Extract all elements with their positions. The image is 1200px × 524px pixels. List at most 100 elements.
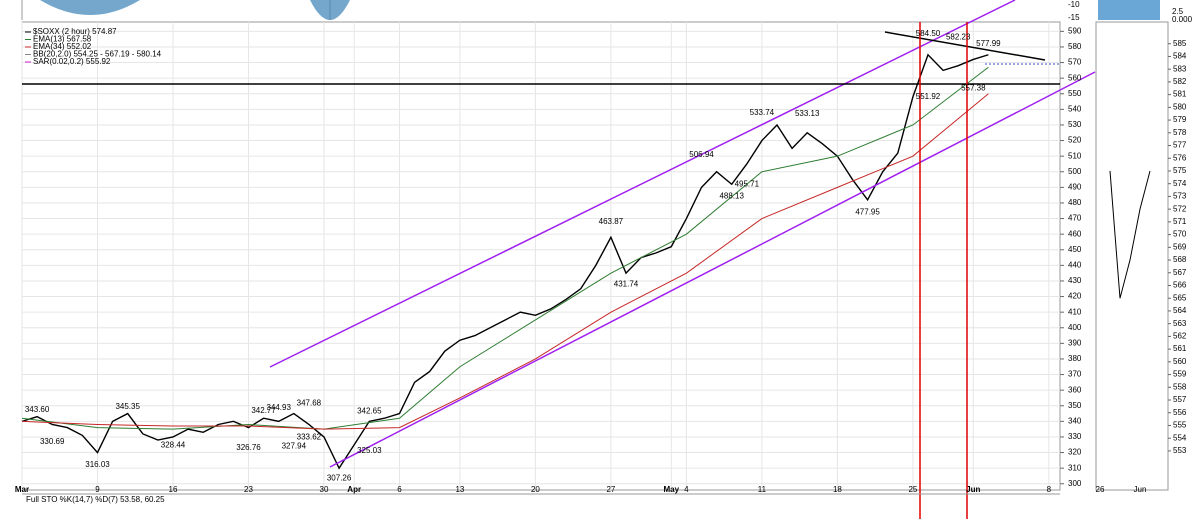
x-tick-label: 18: [833, 485, 842, 494]
zoom-y-tick-label: 577: [1173, 141, 1187, 150]
zoom-y-tick-label: 578: [1173, 128, 1187, 137]
zoom-y-tick-label: 576: [1173, 153, 1187, 162]
zoom-y-tick-label: 583: [1173, 64, 1187, 73]
price-annotation: 327.94: [282, 441, 307, 450]
legend-entry: SAR(0.02,0.2) 555.92: [33, 57, 111, 66]
zoom-top-label: 0.000: [1172, 15, 1193, 24]
zoom-y-tick-label: 575: [1173, 166, 1187, 175]
y-tick-label: 420: [1068, 292, 1082, 301]
zoom-y-tick-label: 569: [1173, 242, 1187, 251]
series-line: [21, 93, 989, 430]
y-tick-label: 570: [1068, 58, 1082, 67]
price-annotation: 345.35: [115, 402, 140, 411]
y-tick-label: 550: [1068, 89, 1082, 98]
y-tick-label: 330: [1068, 432, 1082, 441]
zoom-y-tick-label: 555: [1173, 421, 1187, 430]
zoom-y-tick-label: 553: [1173, 446, 1187, 455]
x-tick-label: 25: [908, 485, 917, 494]
x-tick-label: 13: [455, 485, 464, 494]
zoom-series-line: [1109, 170, 1151, 299]
x-tick-label: May: [664, 485, 680, 494]
price-annotation: 577.99: [976, 39, 1001, 48]
price-annotation: 325.03: [357, 446, 382, 455]
zoom-y-tick-label: 557: [1173, 395, 1187, 404]
legend-entry: EMA(34) 552.02: [33, 42, 92, 51]
zoom-y-tick-label: 582: [1173, 77, 1187, 86]
legend-entry: $SOXX (2 hour) 574.87: [33, 27, 117, 36]
y-tick-label: 370: [1068, 370, 1082, 379]
y-tick-label: 310: [1068, 463, 1082, 472]
y-tick-label: 360: [1068, 385, 1082, 394]
y-tick-label: 430: [1068, 276, 1082, 285]
price-annotation: 557.38: [961, 83, 986, 92]
y-tick-label: 580: [1068, 42, 1082, 51]
top-panel-label: -15: [1068, 13, 1080, 22]
price-annotation: 463.87: [599, 217, 624, 226]
y-tick-label: 340: [1068, 416, 1082, 425]
x-tick-label: 20: [531, 485, 540, 494]
price-annotation: 328.44: [161, 441, 186, 450]
zoom-y-tick-label: 573: [1173, 192, 1187, 201]
x-tick-label: 9: [95, 485, 100, 494]
price-annotation: 488.13: [719, 191, 744, 200]
price-annotation: 582.23: [946, 33, 971, 42]
zoom-y-tick-label: 584: [1173, 52, 1187, 61]
y-tick-label: 390: [1068, 338, 1082, 347]
legend-entry: BB(20,2.0) 554.25 - 567.19 - 580.14: [33, 50, 162, 59]
zoom-y-tick-label: 565: [1173, 293, 1187, 302]
zoom-y-tick-label: 563: [1173, 319, 1187, 328]
y-tick-label: 300: [1068, 479, 1082, 488]
x-tick-label: Mar: [15, 485, 29, 494]
zoom-x-tick-label: 26: [1096, 485, 1105, 494]
zoom-y-tick-label: 570: [1173, 230, 1187, 239]
x-tick-label: Apr: [347, 485, 361, 494]
zoom-x-tick-label: Jun: [1134, 485, 1147, 494]
y-tick-label: 400: [1068, 323, 1082, 332]
price-annotation: 533.13: [795, 109, 820, 118]
y-tick-label: 500: [1068, 167, 1082, 176]
series-line: [21, 53, 989, 470]
x-tick-label: 6: [397, 485, 402, 494]
zoom-y-tick-label: 585: [1173, 39, 1187, 48]
legend-entry: EMA(13) 567.58: [33, 35, 92, 44]
x-tick-label: 23: [244, 485, 253, 494]
y-tick-label: 590: [1068, 26, 1082, 35]
y-tick-label: 530: [1068, 120, 1082, 129]
top-panel-fill: [40, 0, 350, 20]
top-panel-label: -10: [1068, 0, 1080, 9]
zoom-top-label: 2.5: [1172, 7, 1184, 16]
price-annotation: 584.50: [916, 29, 941, 38]
zoom-y-tick-label: 568: [1173, 255, 1187, 264]
x-tick-label: 8: [1047, 485, 1052, 494]
x-tick-label: 27: [606, 485, 615, 494]
zoom-y-tick-label: 561: [1173, 344, 1187, 353]
y-tick-label: 520: [1068, 136, 1082, 145]
zoom-y-tick-label: 581: [1173, 90, 1187, 99]
y-tick-label: 560: [1068, 73, 1082, 82]
channel-upper: [269, 0, 1016, 368]
x-tick-label: 11: [758, 485, 767, 494]
y-tick-label: 470: [1068, 214, 1082, 223]
x-tick-label: Jun: [966, 485, 980, 494]
x-tick-label: 16: [169, 485, 178, 494]
zoom-y-tick-label: 566: [1173, 281, 1187, 290]
price-annotation: 343.60: [25, 405, 50, 414]
y-tick-label: 450: [1068, 245, 1082, 254]
price-annotation: 344.93: [266, 403, 291, 412]
zoom-y-tick-label: 564: [1173, 306, 1187, 315]
zoom-y-tick-label: 559: [1173, 370, 1187, 379]
price-annotation: 333.62: [297, 432, 322, 441]
y-tick-label: 460: [1068, 229, 1082, 238]
price-annotation: 495.71: [735, 180, 760, 189]
zoom-y-tick-label: 562: [1173, 332, 1187, 341]
y-tick-label: 320: [1068, 448, 1082, 457]
y-tick-label: 350: [1068, 401, 1082, 410]
y-tick-label: 410: [1068, 307, 1082, 316]
y-tick-label: 490: [1068, 182, 1082, 191]
price-annotation: 326.76: [236, 443, 261, 452]
price-annotation: 342.65: [357, 406, 382, 415]
zoom-y-tick-label: 567: [1173, 268, 1187, 277]
zoom-y-tick-label: 556: [1173, 408, 1187, 417]
zoom-y-tick-label: 560: [1173, 357, 1187, 366]
